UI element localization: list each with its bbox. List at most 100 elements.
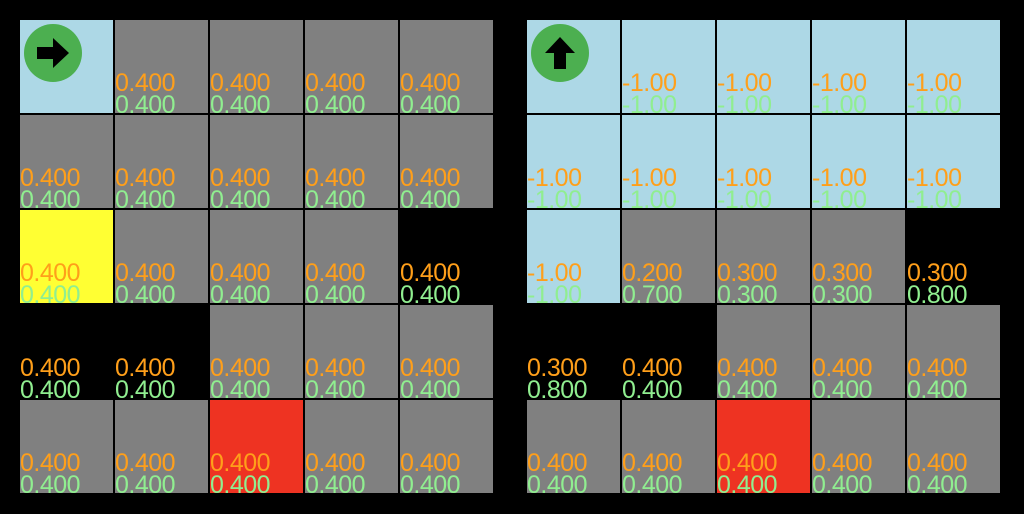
cell-value-primary: 0.400 bbox=[400, 259, 461, 287]
cell-value-primary: 0.400 bbox=[907, 354, 968, 382]
grid-cell: 0.400 0.400 bbox=[622, 400, 715, 493]
grid-cell: -1.00 -1.00 bbox=[622, 20, 715, 113]
cell-value-secondary: -1.00 bbox=[907, 186, 962, 209]
cell-value-primary: 0.400 bbox=[20, 354, 81, 382]
agent-marker bbox=[531, 24, 589, 82]
cell-value-secondary: 0.400 bbox=[20, 281, 81, 304]
cell-value-secondary: 0.400 bbox=[20, 376, 81, 399]
cell-value-primary: 0.400 bbox=[812, 354, 873, 382]
cell-value-secondary: -1.00 bbox=[812, 186, 867, 209]
cell-value-primary: 0.400 bbox=[305, 164, 366, 192]
cell-value-primary: 0.400 bbox=[20, 259, 81, 287]
grid-cell: 0.400 0.400 bbox=[717, 305, 810, 398]
cell-value-secondary: 0.300 bbox=[717, 281, 778, 304]
cell-value-primary: -1.00 bbox=[717, 69, 772, 97]
cell-value-primary: -1.00 bbox=[907, 164, 962, 192]
cell-value-primary: -1.00 bbox=[812, 164, 867, 192]
cell-value-primary: 0.400 bbox=[115, 259, 176, 287]
cell-value-primary: 0.400 bbox=[210, 164, 271, 192]
grid-cell: 0.400 0.400 bbox=[305, 210, 398, 303]
cell-value-secondary: 0.400 bbox=[400, 186, 461, 209]
cell-value-primary: -1.00 bbox=[622, 164, 677, 192]
cell-value-primary: -1.00 bbox=[812, 69, 867, 97]
grid-cell: 0.400 0.400 bbox=[210, 20, 303, 113]
cell-value-secondary: 0.400 bbox=[717, 471, 778, 494]
cell-value-secondary: 0.400 bbox=[400, 91, 461, 114]
grid-cell: -1.00 -1.00 bbox=[907, 20, 1000, 113]
cell-value-primary: 0.300 bbox=[907, 259, 968, 287]
cell-value-primary: -1.00 bbox=[717, 164, 772, 192]
cell-value-secondary: 0.400 bbox=[115, 186, 176, 209]
grid-cell: -1.00 -1.00 bbox=[622, 115, 715, 208]
cell-value-secondary: 0.400 bbox=[812, 376, 873, 399]
cell-value-primary: 0.400 bbox=[622, 354, 683, 382]
grid-cell: 0.400 0.400 bbox=[812, 400, 905, 493]
cell-value-secondary: 0.400 bbox=[210, 91, 271, 114]
grid-cell: 0.400 0.400 bbox=[20, 115, 113, 208]
grid-cell: 0.400 0.400 bbox=[305, 305, 398, 398]
cell-value-secondary: -1.00 bbox=[527, 186, 582, 209]
grid-cell: 0.400 0.400 bbox=[20, 305, 113, 398]
cell-value-primary: 0.400 bbox=[812, 449, 873, 477]
cell-value-primary: 0.200 bbox=[622, 259, 683, 287]
agent-marker bbox=[24, 24, 82, 82]
cell-value-primary: 0.400 bbox=[115, 69, 176, 97]
grid-cell: 0.400 0.400 bbox=[907, 400, 1000, 493]
cell-value-secondary: 0.800 bbox=[527, 376, 588, 399]
cell-value-primary: 0.400 bbox=[400, 69, 461, 97]
cell-value-secondary: 0.400 bbox=[210, 471, 271, 494]
cell-value-secondary: -1.00 bbox=[717, 91, 772, 114]
grid-cell: 0.300 0.300 bbox=[812, 210, 905, 303]
cell-value-secondary: 0.400 bbox=[622, 471, 683, 494]
cell-value-primary: 0.400 bbox=[305, 69, 366, 97]
cell-value-secondary: 0.400 bbox=[20, 186, 81, 209]
grid-cell: -1.00 -1.00 bbox=[527, 115, 620, 208]
cell-value-primary: 0.400 bbox=[20, 449, 81, 477]
cell-value-secondary: 0.400 bbox=[305, 91, 366, 114]
grid-cell: 0.400 0.400 bbox=[115, 115, 208, 208]
grid-cell: 0.300 0.800 bbox=[907, 210, 1000, 303]
cell-value-secondary: -1.00 bbox=[622, 91, 677, 114]
grid-cell: -1.00 -1.00 bbox=[717, 115, 810, 208]
cell-value-secondary: -1.00 bbox=[717, 186, 772, 209]
cell-value-primary: -1.00 bbox=[527, 259, 582, 287]
cell-value-secondary: -1.00 bbox=[812, 91, 867, 114]
arrow-up-icon bbox=[540, 33, 580, 73]
cell-value-secondary: -1.00 bbox=[907, 91, 962, 114]
cell-value-secondary: 0.400 bbox=[305, 186, 366, 209]
grid-cell: 0.300 0.300 bbox=[717, 210, 810, 303]
cell-value-secondary: 0.400 bbox=[622, 376, 683, 399]
cell-value-primary: 0.400 bbox=[907, 449, 968, 477]
cell-value-secondary: 0.400 bbox=[115, 376, 176, 399]
cell-value-primary: 0.300 bbox=[812, 259, 873, 287]
cell-value-primary: 0.400 bbox=[115, 164, 176, 192]
cell-value-secondary: 0.400 bbox=[305, 471, 366, 494]
cell-value-secondary: 0.400 bbox=[400, 281, 461, 304]
grid-cell: 0.400 0.400 bbox=[812, 305, 905, 398]
cell-value-primary: 0.400 bbox=[622, 449, 683, 477]
grid-cell: 0.400 0.400 bbox=[400, 20, 493, 113]
cell-value-primary: 0.400 bbox=[305, 259, 366, 287]
cell-value-primary: 0.400 bbox=[115, 354, 176, 382]
cell-value-primary: 0.400 bbox=[400, 354, 461, 382]
cell-value-primary: 0.400 bbox=[527, 449, 588, 477]
grid-cell: 0.400 0.400 bbox=[115, 400, 208, 493]
cell-value-primary: 0.300 bbox=[717, 259, 778, 287]
grid-cell: 0.300 0.800 bbox=[527, 305, 620, 398]
grid-cell bbox=[20, 20, 113, 113]
grid-cell: 0.400 0.400 bbox=[400, 210, 493, 303]
grid-cell: 0.400 0.400 bbox=[305, 115, 398, 208]
gridworld-right: -1.00 -1.00 -1.00 -1.00 -1.00 -1.00 -1.00 -1.00… bbox=[527, 20, 1000, 493]
cell-value-primary: 0.400 bbox=[305, 354, 366, 382]
grid-cell: 0.400 0.400 bbox=[400, 115, 493, 208]
grid-cell bbox=[527, 20, 620, 113]
grid-cell: 0.400 0.400 bbox=[210, 115, 303, 208]
grid-cell: 0.400 0.400 bbox=[20, 210, 113, 303]
cell-value-secondary: 0.400 bbox=[115, 281, 176, 304]
cell-value-primary: -1.00 bbox=[622, 69, 677, 97]
grid-cell: 0.400 0.400 bbox=[907, 305, 1000, 398]
cell-value-primary: 0.400 bbox=[717, 449, 778, 477]
grid-cell: 0.400 0.400 bbox=[115, 305, 208, 398]
cell-value-secondary: 0.800 bbox=[907, 281, 968, 304]
grid-cell: 0.200 0.700 bbox=[622, 210, 715, 303]
